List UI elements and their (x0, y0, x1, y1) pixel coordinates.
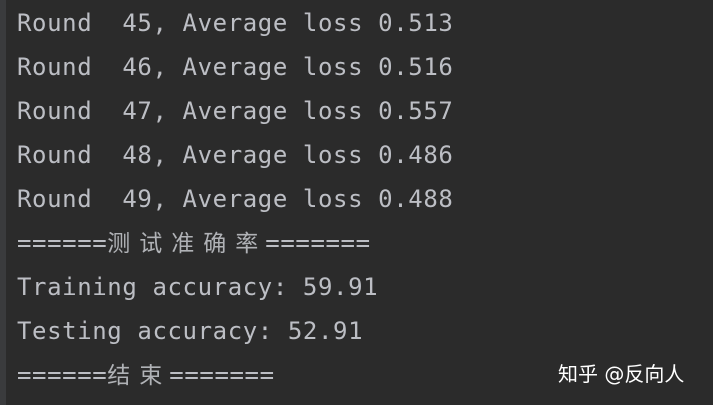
console-line: Round 49, Average loss 0.488 (17, 185, 454, 213)
separator: ====== (17, 229, 108, 257)
testing-accuracy-line: Testing accuracy: 52.91 (17, 317, 364, 345)
editor-gutter (0, 0, 6, 405)
test-header-text: 测试准确率 (107, 231, 268, 257)
end-header-text: 结束 (107, 363, 172, 389)
separator: ======= (265, 229, 371, 257)
separator: ======= (169, 361, 275, 389)
console-line: Round 48, Average loss 0.486 (17, 141, 454, 169)
console-line: Round 45, Average loss 0.513 (17, 9, 454, 37)
separator: ====== (17, 361, 108, 389)
training-accuracy-line: Training accuracy: 59.91 (17, 273, 379, 301)
test-header-line: ======测试准确率======= (17, 223, 453, 267)
console-line: Round 47, Average loss 0.557 (17, 97, 454, 125)
console-output: Round 45, Average loss 0.513 Round 46, A… (17, 3, 453, 399)
end-header-line: ======结束======= (17, 355, 453, 399)
console-line: Round 46, Average loss 0.516 (17, 53, 454, 81)
watermark: 知乎 @反向人 (558, 362, 685, 386)
